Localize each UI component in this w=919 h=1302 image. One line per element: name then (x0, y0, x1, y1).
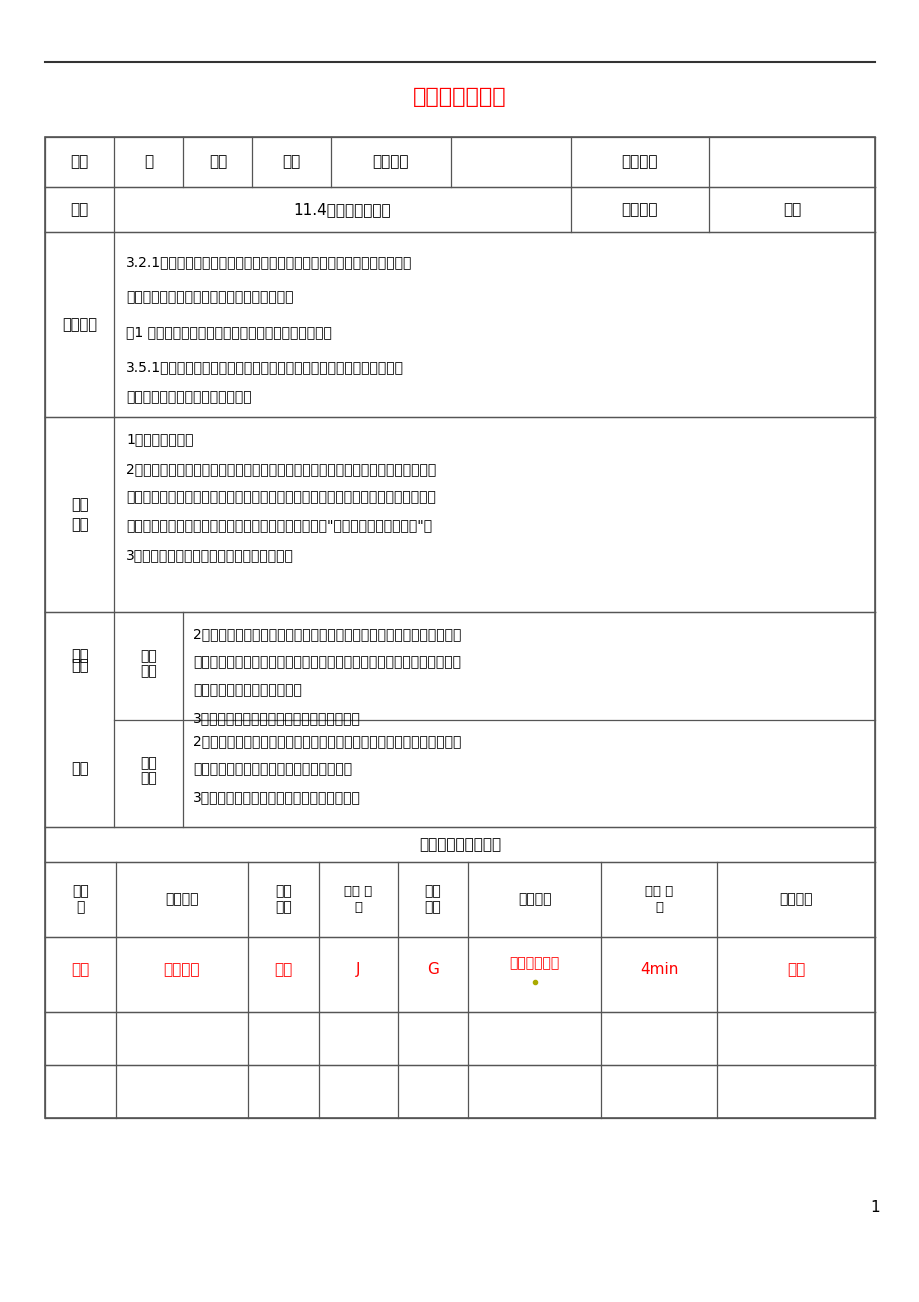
Text: 3.2.1知道动能、势能和机械能。通过实验，了解动能和势能的相互转化。: 3.2.1知道动能、势能和机械能。通过实验，了解动能和势能的相互转化。 (126, 255, 412, 270)
Text: 化与守恒的观点分析问题的意识。: 化与守恒的观点分析问题的意识。 (126, 391, 252, 404)
Text: 举例说明机械能和其他形式能量的相互转化。: 举例说明机械能和其他形式能量的相互转化。 (126, 290, 293, 303)
Text: 3、培养用能量转化的观点分析问题的能力。: 3、培养用能量转化的观点分析问题的能力。 (193, 790, 361, 805)
Text: 八: 八 (144, 155, 153, 169)
Text: 1: 1 (869, 1199, 879, 1215)
Text: 方式: 方式 (425, 901, 441, 914)
Text: 动势能间的转化过程，并能解释有关动能、重力势能、弹性势能相互转化的简单物理: 动势能间的转化过程，并能解释有关动能、重力势能、弹性势能相互转化的简单物理 (126, 490, 436, 504)
Text: 媒体: 媒体 (275, 884, 291, 898)
Text: 4min: 4min (640, 962, 677, 976)
Text: 3、培养用能量转化的观点分析问题的能力。: 3、培养用能量转化的观点分析问题的能力。 (193, 711, 361, 725)
Text: 回顾本节内容: 回顾本节内容 (509, 957, 560, 970)
Text: 使用: 使用 (425, 884, 441, 898)
Text: 教学: 教学 (71, 648, 88, 663)
Text: 授课类型: 授课类型 (621, 202, 657, 217)
Text: 11.4机械能及其转化: 11.4机械能及其转化 (293, 202, 391, 217)
Text: 3、培养用能量转化的观点分析问题的能力。: 3、培养用能量转化的观点分析问题的能力。 (126, 548, 294, 562)
Text: 视频: 视频 (274, 962, 292, 976)
Text: 知识技能: 知识技能 (164, 962, 200, 976)
Text: 能相互转化的简单物理现象；: 能相互转化的简单物理现象； (193, 684, 301, 697)
Text: 1、知道机械能；: 1、知道机械能； (126, 432, 194, 447)
Text: 3.5.1知道能量守恒定律。列举日常生活中能量守恒的实例。有用能量转: 3.5.1知道能量守恒定律。列举日常生活中能量守恒的实例。有用能量转 (126, 359, 403, 374)
Text: 下载: 下载 (786, 962, 804, 976)
Text: 知识: 知识 (72, 884, 88, 898)
Text: 2、通过观察、分析身边的实例和现象（秋千等），在能区别动势能的基础上，认识: 2、通过观察、分析身边的实例和现象（秋千等），在能区别动势能的基础上，认识 (126, 462, 436, 477)
Text: 小结: 小结 (71, 962, 89, 976)
Text: 课题: 课题 (71, 202, 88, 217)
Text: 任课教师: 任课教师 (372, 155, 409, 169)
Text: 教学: 教学 (71, 497, 88, 512)
Text: 目标: 目标 (71, 517, 88, 533)
Text: 机械能及其转化: 机械能及其转化 (413, 87, 506, 107)
Text: 占用 时: 占用 时 (644, 885, 673, 898)
Text: 教学 作: 教学 作 (344, 885, 372, 898)
Text: 重点: 重点 (71, 659, 88, 673)
Text: 现象，体会生产、生活中无处不在的动势能转化，体现"从生活走向物理的理念"；: 现象，体会生产、生活中无处不在的动势能转化，体现"从生活走向物理的理念"； (126, 518, 432, 533)
Text: 难点: 难点 (141, 771, 157, 785)
Text: 物理: 物理 (282, 155, 301, 169)
Bar (45, 137, 874, 1118)
Text: 例1 用荡秋千的过程定性说明动能和势能的转化情况。: 例1 用荡秋千的过程定性说明动能和势能的转化情况。 (126, 326, 332, 339)
Text: 2、通过观察、分析身边的实例和现象（秋千等），解释有关动能、重力: 2、通过观察、分析身边的实例和现象（秋千等），解释有关动能、重力 (193, 734, 461, 749)
Text: 科目: 科目 (209, 155, 227, 169)
Text: 所得结论: 所得结论 (517, 892, 550, 906)
Text: J: J (356, 962, 360, 976)
Text: 教学媒体选择分析表: 教学媒体选择分析表 (418, 837, 501, 852)
Text: 间: 间 (654, 901, 663, 914)
Text: 类型: 类型 (275, 901, 291, 914)
Text: 媒体来源: 媒体来源 (778, 892, 812, 906)
Text: 课标依据: 课标依据 (62, 316, 97, 332)
Text: 点: 点 (76, 901, 85, 914)
Text: 础上，认识动势能间的转化过程，并能解释有关动能、重力势能、弹性势: 础上，认识动势能间的转化过程，并能解释有关动能、重力势能、弹性势 (193, 655, 460, 669)
Text: G: G (426, 962, 438, 976)
Text: 势能、弹性势能相互转化的简单物理现象；: 势能、弹性势能相互转化的简单物理现象； (193, 763, 352, 776)
Text: 新授: 新授 (782, 202, 800, 217)
Text: 年级: 年级 (71, 155, 88, 169)
Text: 授课时间: 授课时间 (621, 155, 657, 169)
Text: 教学: 教学 (141, 756, 157, 771)
Text: 学习目标: 学习目标 (165, 892, 199, 906)
Text: 难点: 难点 (71, 760, 88, 776)
Text: 教学: 教学 (141, 648, 157, 663)
Text: 用: 用 (354, 901, 362, 914)
Text: 重点: 重点 (141, 664, 157, 678)
Text: 2、通过观察、分析身边的实例和现象（秋千等），在能区别动势能的基: 2、通过观察、分析身边的实例和现象（秋千等），在能区别动势能的基 (193, 628, 461, 641)
